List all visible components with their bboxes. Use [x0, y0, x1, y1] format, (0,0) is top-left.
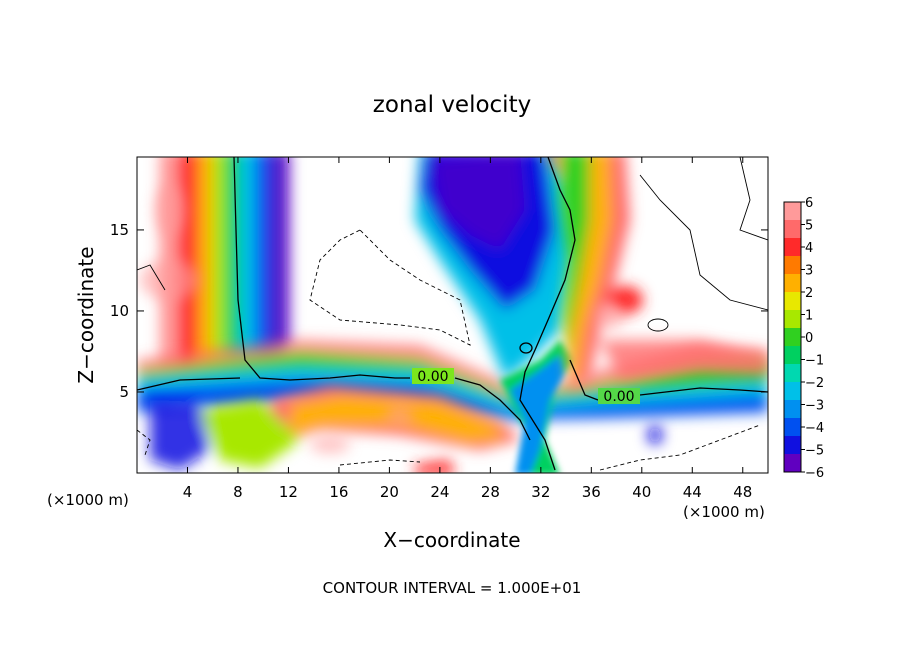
x-unit-label: (×1000 m): [683, 503, 765, 521]
contour-label-2: 0.00: [603, 389, 634, 405]
colorbar-tick-label: 4: [805, 241, 813, 256]
colorbar-tick-label: 3: [805, 264, 813, 279]
chart-title: zonal velocity: [373, 92, 531, 118]
colorbar-swatch: [784, 256, 801, 275]
colorbar-swatch: [784, 238, 801, 257]
colorbar-tick-label: 6: [805, 196, 813, 211]
colorbar-swatch: [784, 346, 801, 365]
contour-interval-footer: CONTOUR INTERVAL = 1.000E+01: [323, 579, 582, 597]
colorbar-swatch: [784, 454, 801, 473]
converging-stem: [500, 340, 575, 473]
colorbar-tick-label: −2: [805, 376, 824, 391]
x-tick-label: 32: [531, 483, 550, 501]
colorbar: 6 5 4 3 2 1 0 −1 −2 −3 −4 −5 −6: [783, 196, 824, 481]
x-axis: 4 8 12 16 20 24 28 32 36 40 44 48: [183, 157, 752, 501]
colorbar-swatch: [784, 364, 801, 383]
colorbar-swatch: [784, 202, 801, 221]
x-tick-label: 8: [233, 483, 243, 501]
colorbar-swatch: [784, 220, 801, 239]
y-axis: 5 10 15: [110, 221, 768, 401]
y-tick-label: 5: [119, 383, 129, 401]
x-tick-label: 44: [683, 483, 702, 501]
y-axis-label: Z−coordinate: [74, 246, 98, 383]
colorbar-tick-label: −1: [805, 354, 824, 369]
x-tick-label: 36: [582, 483, 601, 501]
colorbar-swatch: [784, 292, 801, 311]
upper-negative-tongue: [415, 157, 575, 380]
colorbar-tick-label: 0: [805, 331, 813, 346]
zero-contours: [137, 157, 768, 471]
x-tick-label: 16: [329, 483, 348, 501]
colorbar-tick-label: −3: [805, 399, 824, 414]
x-tick-label: 4: [183, 483, 193, 501]
contour-label-1: 0.00: [417, 369, 448, 385]
colorbar-tick-label: −5: [805, 444, 824, 459]
outer-wisps: [140, 185, 625, 453]
colorbar-tick-label: −4: [805, 421, 824, 436]
y-tick-label: 15: [110, 221, 129, 239]
x-tick-label: 28: [481, 483, 500, 501]
y-tick-label: 10: [110, 302, 129, 320]
x-tick-label: 20: [380, 483, 399, 501]
x-tick-label: 40: [632, 483, 651, 501]
x-tick-label: 48: [733, 483, 752, 501]
colorbar-tick-label: −6: [805, 466, 824, 481]
colorbar-tick-label: 5: [805, 219, 813, 234]
colorbar-tick-label: 1: [805, 309, 813, 324]
x-tick-label: 24: [430, 483, 449, 501]
colorbar-swatch: [784, 328, 801, 347]
plot-frame: [136, 156, 769, 474]
velocity-field: [137, 157, 768, 473]
x-tick-label: 12: [279, 483, 298, 501]
x-axis-label: X−coordinate: [383, 528, 520, 552]
colorbar-swatch: [784, 400, 801, 419]
colorbar-swatch: [784, 310, 801, 329]
colorbar-swatch: [784, 418, 801, 437]
colorbar-swatch: [784, 382, 801, 401]
colorbar-tick-label: 2: [805, 286, 813, 301]
thin-contours: [137, 157, 768, 332]
colorbar-swatch: [784, 274, 801, 293]
colorbar-swatch: [784, 436, 801, 455]
dashed-contours: [137, 229, 761, 471]
y-unit-label: (×1000 m): [47, 491, 129, 509]
contour-labels: 0.00 0.00: [412, 368, 640, 405]
